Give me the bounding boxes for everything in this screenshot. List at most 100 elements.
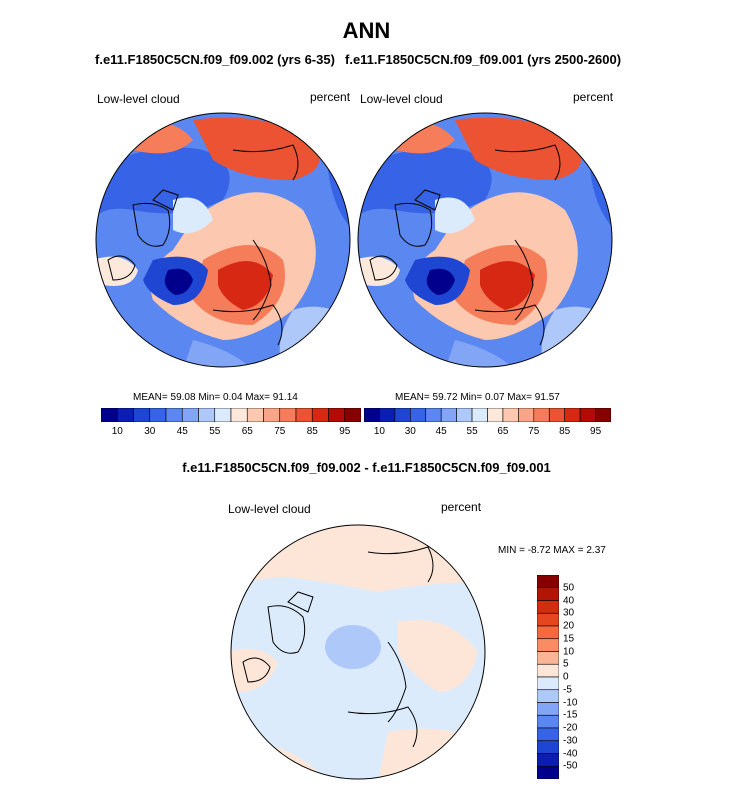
colorbar-swatch	[537, 612, 559, 627]
panel-1-polar-map	[95, 112, 351, 368]
colorbar-tick-label: 45	[176, 426, 188, 437]
diff-title: f.e11.F1850C5CN.f09_f09.002 - f.e11.F185…	[182, 460, 551, 475]
colorbar-swatch	[149, 408, 167, 422]
colorbar-swatch	[518, 408, 535, 422]
diff-colorbar-labels: 50 40 30 20 15 10 5 0 -5 -10 -15 -20 -30 -40 -50	[563, 575, 603, 779]
colorbar-tick-label: 10	[373, 426, 385, 437]
panel-2-polar-map	[357, 112, 613, 368]
colorbar-tick-label: -30	[563, 735, 578, 747]
colorbar-swatch	[537, 575, 559, 589]
colorbar-swatch	[537, 625, 559, 640]
colorbar-swatch	[537, 651, 559, 665]
colorbar-swatch	[537, 638, 559, 652]
colorbar-tick-label: 55	[466, 426, 478, 437]
colorbar-tick-label: -5	[563, 684, 572, 696]
colorbar-swatch	[410, 408, 427, 422]
colorbar-tick-label: 20	[563, 620, 575, 632]
colorbar-tick-label: 95	[339, 426, 351, 437]
panel-2-colorbar-labels: 10 30 45 55 65 75 85 95	[364, 426, 611, 440]
colorbar-tick-label: 85	[306, 426, 318, 437]
panel-1-case-title: f.e11.F1850C5CN.f09_f09.002 (yrs 6-35)	[95, 52, 335, 67]
colorbar-swatch	[537, 714, 559, 729]
colorbar-swatch	[165, 408, 183, 422]
colorbar-swatch	[263, 408, 281, 422]
colorbar-swatch	[537, 702, 559, 716]
panel-2-colorbar	[364, 408, 611, 422]
colorbar-tick-label: -40	[563, 748, 578, 759]
colorbar-swatch	[537, 753, 559, 767]
colorbar-tick-label: 5	[563, 658, 569, 670]
colorbar-swatch	[116, 408, 134, 422]
colorbar-swatch	[537, 727, 559, 742]
colorbar-swatch	[548, 408, 565, 422]
colorbar-swatch	[487, 408, 504, 422]
colorbar-tick-label: 45	[435, 426, 447, 437]
colorbar-swatch	[595, 408, 611, 422]
diff-stats: MIN = -8.72 MAX = 2.37	[498, 545, 606, 556]
colorbar-swatch	[440, 408, 457, 422]
colorbar-swatch	[471, 408, 488, 422]
panel-2-case-title: f.e11.F1850C5CN.f09_f09.001 (yrs 2500-26…	[345, 52, 622, 67]
diff-colorbar	[537, 575, 559, 779]
panel-2-variable-label: Low-level cloud	[360, 92, 443, 106]
colorbar-swatch	[537, 587, 559, 601]
colorbar-swatch	[394, 408, 411, 422]
diff-variable-label: Low-level cloud	[228, 502, 311, 516]
colorbar-tick-label: 30	[144, 426, 156, 437]
colorbar-tick-label: 75	[528, 426, 540, 437]
colorbar-swatch	[230, 408, 248, 422]
colorbar-swatch	[279, 408, 297, 422]
colorbar-swatch	[533, 408, 550, 422]
colorbar-tick-label: 75	[274, 426, 286, 437]
colorbar-swatch	[311, 408, 329, 422]
colorbar-tick-label: 65	[241, 426, 253, 437]
colorbar-tick-label: -50	[563, 760, 578, 772]
colorbar-swatch	[537, 765, 559, 779]
colorbar-swatch	[537, 740, 559, 754]
colorbar-swatch	[537, 689, 559, 703]
colorbar-swatch	[425, 408, 442, 422]
colorbar-tick-label: 10	[111, 426, 123, 437]
colorbar-tick-label: -10	[563, 697, 578, 708]
diff-units-label: percent	[441, 500, 482, 514]
colorbar-swatch	[344, 408, 361, 422]
colorbar-tick-label: 10	[563, 646, 575, 657]
colorbar-tick-label: -20	[563, 722, 578, 734]
colorbar-swatch	[295, 408, 313, 422]
colorbar-swatch	[456, 408, 473, 422]
colorbar-tick-label: 40	[563, 595, 575, 606]
colorbar-tick-label: 85	[559, 426, 571, 437]
colorbar-tick-label: 50	[563, 582, 575, 594]
colorbar-swatch	[214, 408, 232, 422]
main-title: ANN	[342, 18, 391, 43]
colorbar-swatch	[364, 408, 380, 422]
panel-1-units-label: percent	[310, 90, 351, 104]
panel-2-stats: MEAN= 59.72 Min= 0.07 Max= 91.57	[395, 392, 560, 403]
colorbar-swatch	[537, 600, 559, 614]
colorbar-tick-label: -15	[563, 709, 578, 721]
colorbar-tick-label: 55	[209, 426, 221, 437]
colorbar-swatch	[379, 408, 396, 422]
colorbar-swatch	[181, 408, 199, 422]
colorbar-swatch	[502, 408, 519, 422]
panel-1-stats: MEAN= 59.08 Min= 0.04 Max= 91.14	[133, 392, 298, 403]
colorbar-swatch	[564, 408, 581, 422]
diff-polar-map	[230, 524, 486, 780]
panel-1-colorbar	[101, 408, 361, 422]
colorbar-swatch	[328, 408, 346, 422]
panel-1-variable-label: Low-level cloud	[97, 92, 180, 106]
colorbar-swatch	[579, 408, 596, 422]
colorbar-tick-label: 95	[590, 426, 602, 437]
colorbar-tick-label: 15	[563, 633, 575, 645]
colorbar-swatch	[537, 676, 559, 691]
colorbar-swatch	[537, 663, 559, 678]
panel-2-units-label: percent	[573, 90, 614, 104]
colorbar-tick-label: 30	[563, 607, 575, 619]
colorbar-tick-label: 65	[497, 426, 509, 437]
colorbar-swatch	[101, 408, 118, 422]
colorbar-swatch	[133, 408, 151, 422]
colorbar-swatch	[246, 408, 264, 422]
colorbar-tick-label: 0	[563, 671, 569, 683]
colorbar-swatch	[198, 408, 216, 422]
panel-1-colorbar-labels: 10 30 45 55 65 75 85 95	[101, 426, 361, 440]
